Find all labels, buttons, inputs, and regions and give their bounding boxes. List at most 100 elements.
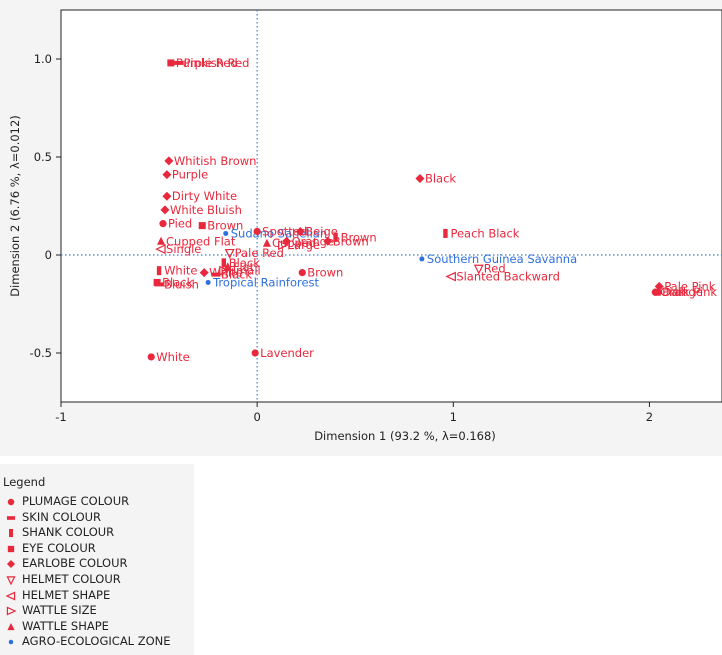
y-tick-label: 1.0: [34, 52, 52, 66]
point-marker-peach-black: [443, 228, 448, 238]
legend-marker-bar-horizontal: [6, 515, 16, 520]
point-dirty-white: Dirty White: [162, 189, 237, 203]
point-label-single: Single: [166, 242, 201, 256]
point-marker-southern-guinea-savanna: [419, 256, 425, 262]
y-tick-label: 0: [45, 248, 52, 262]
point-black: Black: [221, 256, 260, 270]
point-label-cupped-flat: Cupped Flat: [166, 234, 236, 248]
legend-title: Legend: [3, 475, 46, 489]
point-lavender: Lavender: [251, 346, 314, 360]
point-label-white: White: [156, 350, 189, 364]
legend-label: SHANK COLOUR: [22, 525, 115, 540]
point-label-white-bluish: White Bluish: [170, 203, 242, 217]
x-tick-label: 2: [646, 410, 653, 424]
point-marker-black: [211, 272, 221, 277]
point-marker-small: [219, 265, 230, 276]
point-label-pinkish-red: Pinkish Red: [184, 56, 250, 70]
point-marker-pinkish-red: [174, 60, 184, 65]
point-marker-black: [415, 174, 425, 184]
point-pinkish-red: Pinkish Red: [174, 56, 249, 70]
point-label-lavender: Lavender: [260, 346, 314, 360]
legend-marker-circle: [7, 498, 15, 506]
point-marker-pied: [159, 220, 167, 228]
point-pale-pink: Pale Pink: [654, 279, 716, 293]
point-label-black: Black: [229, 256, 260, 270]
point-marker-dark-pink: [652, 290, 662, 295]
point-label-dirty-white: Dirty White: [172, 189, 237, 203]
point-marker-white: [147, 353, 155, 361]
legend-marker-triangle-up: [7, 622, 15, 630]
point-spotted: Spotted: [253, 224, 307, 238]
point-brown: Brown: [323, 234, 369, 248]
point-label-purple: Purple: [172, 168, 208, 182]
point-dark-pink: Dark Pink: [652, 285, 717, 299]
point-label-brown: Brown: [307, 266, 343, 280]
point-peach-black: Peach Black: [443, 226, 520, 240]
legend-label: HELMET SHAPE: [22, 587, 111, 602]
point-label-flat: Flat: [233, 260, 255, 274]
point-pale-red: Pale Red: [224, 246, 284, 260]
point-label-pink: Pink: [662, 285, 686, 299]
point-whitish-brown: Whitish Brown: [164, 154, 256, 168]
point-label-black: Black: [425, 172, 456, 186]
point-label-red: Red: [484, 262, 506, 276]
x-axis-title: Dimension 1 (93.2 %, λ=0.168): [314, 429, 496, 443]
legend-marker-dot: [8, 640, 14, 645]
point-marker-whitish-brown: [164, 156, 174, 166]
point-label-black: Black: [221, 268, 252, 282]
y-tick-label: 0.5: [34, 150, 52, 164]
point-white-bluish: White Bluish: [160, 203, 242, 217]
legend: Legend PLUMAGE COLOUR SKIN COLOUR SHANK CO…: [0, 464, 194, 655]
point-marker-cupped: [262, 238, 271, 247]
point-marker-bluish: [154, 282, 164, 287]
legend-label: PLUMAGE COLOUR: [22, 494, 130, 508]
point-label-brown: Brown: [207, 219, 243, 233]
point-marker-large: [278, 240, 289, 251]
point-orange: Orange: [282, 234, 334, 248]
point-large: Large: [278, 238, 320, 252]
legend-label: WATTLE SIZE: [22, 603, 97, 618]
legend-label: SKIN COLOUR: [22, 509, 102, 524]
y-tick-label: -0.5: [30, 346, 52, 360]
legend-marker-triangle-down-open: [6, 576, 16, 585]
point-brown: Brown: [333, 230, 377, 244]
point-marker-brown: [298, 269, 306, 277]
point-label-small: Small: [229, 264, 261, 278]
point-marker-white-bluish: [160, 205, 170, 215]
point-label-pied: Pied: [168, 217, 192, 231]
point-marker-spotted: [253, 227, 261, 236]
point-label-dark-pink: Dark Pink: [662, 285, 717, 299]
point-marker-pale-red: [224, 248, 235, 259]
point-flat: Flat: [223, 260, 255, 274]
legend-marker-bar-vertical: [9, 529, 13, 538]
legend-marker-square: [7, 545, 15, 552]
legend-label: WATTLE SHAPE: [22, 618, 109, 633]
point-marker-brown: [198, 222, 206, 230]
point-marker-pale-pink: [654, 281, 664, 291]
legend-marker-diamond: [6, 560, 16, 569]
point-black: Black: [415, 172, 456, 186]
point-label-white: White: [164, 264, 197, 278]
point-brown: Brown: [298, 266, 343, 280]
point-marker-lavender: [251, 349, 259, 357]
point-label-peach-black: Peach Black: [450, 226, 519, 240]
point-red: Red: [473, 262, 506, 276]
y-axis-title: Dimension 2 (6.76 %, λ=0.012): [8, 115, 22, 297]
point-marker-tropical-rainforest: [205, 279, 211, 285]
point-marker-sudano-sahelian: [223, 230, 229, 236]
point-marker-brown: [323, 236, 333, 246]
point-marker-single: [155, 244, 166, 255]
legend-label: EYE COLOUR: [22, 540, 96, 555]
point-tropical-rainforest: Tropical Rainforest: [205, 275, 320, 289]
point-southern-guinea-savanna: Southern Guinea Savanna: [419, 252, 577, 266]
x-tick-label: 0: [253, 410, 260, 424]
point-label-purple-red: Purple Red: [176, 56, 238, 70]
point-label-beige: Beige: [305, 224, 338, 238]
point-small: Small: [219, 264, 261, 278]
point-label-brown: Brown: [333, 234, 369, 248]
point-marker-dirty-white: [162, 191, 172, 201]
point-marker-purple-red: [167, 59, 175, 67]
scatter-plot: -1 0 1 2 -0.5 0 0.5 1.0 Dimension 1 (93.2 %, λ=0…: [8, 9, 722, 443]
point-slanted-backward: Slanted Backward: [445, 270, 560, 284]
legend-label: EARLOBE COLOUR: [22, 556, 128, 571]
